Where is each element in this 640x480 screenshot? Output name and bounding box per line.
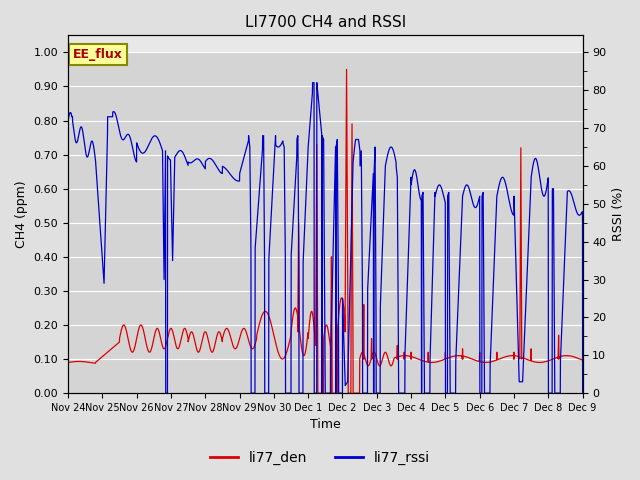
Y-axis label: CH4 (ppm): CH4 (ppm) xyxy=(15,180,28,248)
Text: EE_flux: EE_flux xyxy=(73,48,123,61)
X-axis label: Time: Time xyxy=(310,419,340,432)
Legend: li77_den, li77_rssi: li77_den, li77_rssi xyxy=(204,445,436,471)
Title: LI7700 CH4 and RSSI: LI7700 CH4 and RSSI xyxy=(244,15,406,30)
Bar xyxy=(68,1,582,52)
Y-axis label: RSSI (%): RSSI (%) xyxy=(612,187,625,241)
